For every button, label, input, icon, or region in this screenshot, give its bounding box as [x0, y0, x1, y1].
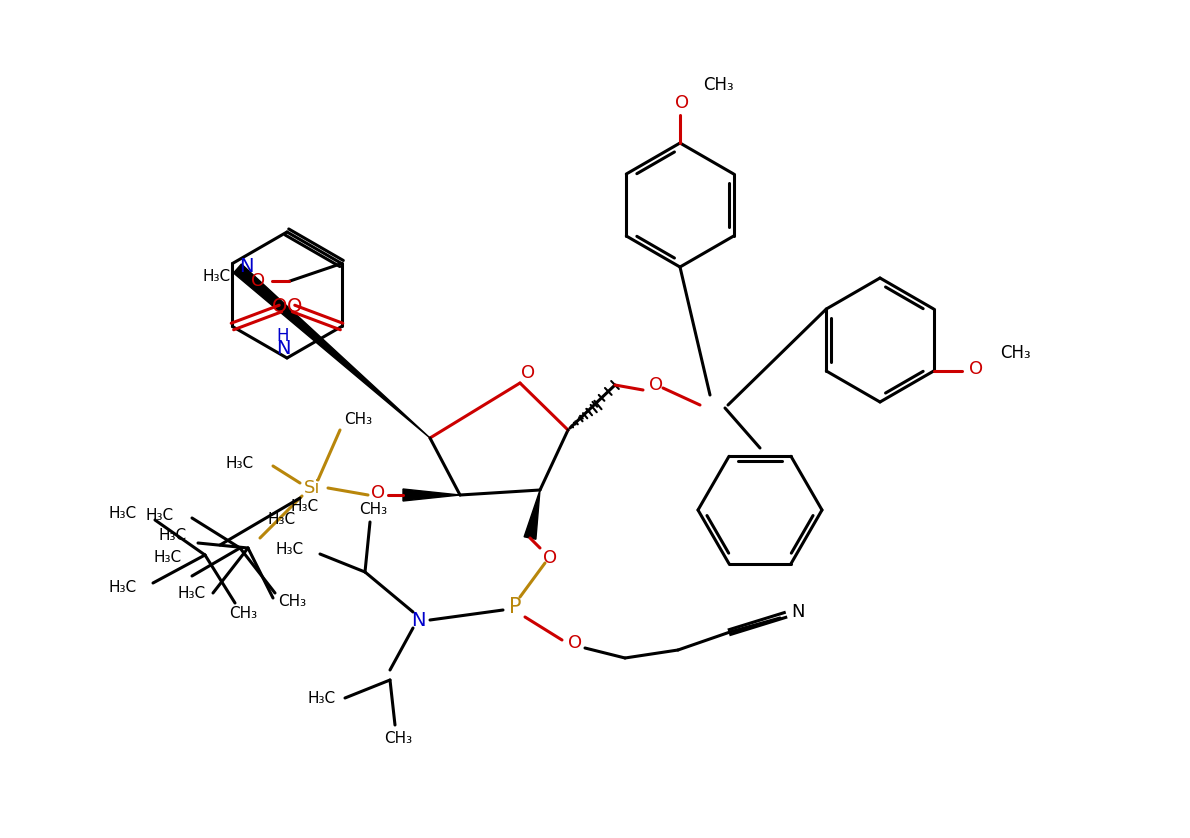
Text: H₃C: H₃C — [290, 499, 319, 514]
Polygon shape — [524, 490, 540, 539]
Text: CH₃: CH₃ — [702, 76, 733, 94]
Text: CH₃: CH₃ — [1001, 344, 1031, 362]
Text: CH₃: CH₃ — [228, 606, 257, 620]
Text: O: O — [568, 634, 582, 652]
Text: CH₃: CH₃ — [359, 503, 387, 518]
Text: O: O — [521, 364, 536, 382]
Text: N: N — [411, 611, 425, 629]
Text: O: O — [371, 484, 386, 502]
Text: H: H — [277, 327, 289, 345]
Text: O: O — [251, 272, 265, 291]
Text: O: O — [675, 94, 689, 112]
Text: H₃C: H₃C — [109, 505, 137, 520]
Text: O: O — [969, 360, 983, 378]
Text: H₃C: H₃C — [154, 551, 182, 566]
Text: H₃C: H₃C — [226, 456, 253, 470]
Text: H₃C: H₃C — [308, 691, 336, 706]
Text: H₃C: H₃C — [146, 508, 174, 523]
Text: O: O — [287, 297, 302, 316]
Text: N: N — [276, 339, 290, 359]
Text: O: O — [271, 297, 287, 316]
Text: O: O — [543, 549, 557, 567]
Text: O: O — [649, 376, 663, 394]
Text: H₃C: H₃C — [109, 580, 137, 594]
Text: H₃C: H₃C — [276, 542, 305, 557]
Text: CH₃: CH₃ — [384, 731, 412, 746]
Text: P: P — [509, 597, 521, 617]
Text: H₃C: H₃C — [159, 529, 187, 544]
Polygon shape — [403, 489, 461, 501]
Text: N: N — [791, 603, 804, 621]
Text: Si: Si — [303, 479, 320, 497]
Text: CH₃: CH₃ — [344, 412, 372, 427]
Text: N: N — [239, 257, 253, 276]
Text: CH₃: CH₃ — [278, 593, 306, 608]
Text: H₃C: H₃C — [202, 269, 231, 284]
Polygon shape — [233, 264, 430, 438]
Text: H₃C: H₃C — [178, 586, 206, 601]
Text: H₃C: H₃C — [268, 513, 296, 527]
